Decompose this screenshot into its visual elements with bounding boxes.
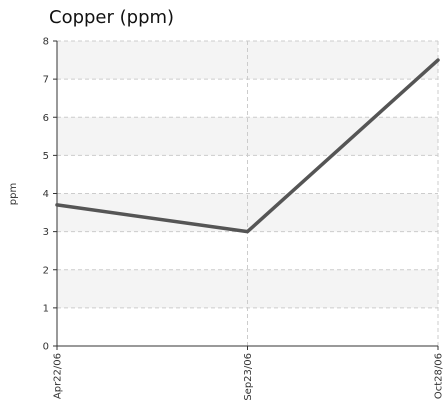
data-point-0-2 (436, 58, 440, 62)
y-tick-label-4: 4 (43, 189, 49, 200)
y-tick-label-0: 0 (43, 342, 49, 353)
y-tick-label-6: 6 (43, 113, 49, 124)
y-tick-label-5: 5 (43, 151, 49, 162)
grid-lines (57, 40, 439, 346)
data-point-0-0 (55, 203, 59, 207)
y-axis-label: ppm (8, 183, 19, 205)
x-tick-label-1: Sep23/06 (243, 353, 254, 401)
band-7 (57, 41, 438, 80)
series-lines (55, 58, 440, 234)
y-tick-labels: 0 1 2 3 4 5 6 7 8 (43, 37, 49, 353)
x-tick-label-0: Apr22/06 (53, 353, 64, 399)
y-tick-label-3: 3 (43, 227, 49, 238)
data-point-0-1 (246, 230, 249, 234)
x-tick-labels: Apr22/06 Sep23/06 Oct28/06 (53, 353, 444, 401)
x-tick-label-2: Oct28/06 (434, 353, 444, 399)
y-tick-label-2: 2 (43, 265, 49, 276)
y-tick-label-1: 1 (43, 303, 49, 314)
y-tick-label-8: 8 (43, 37, 49, 48)
chart-title: Copper (ppm) (49, 7, 175, 28)
axes (53, 40, 439, 350)
y-tick-label-7: 7 (43, 75, 49, 86)
